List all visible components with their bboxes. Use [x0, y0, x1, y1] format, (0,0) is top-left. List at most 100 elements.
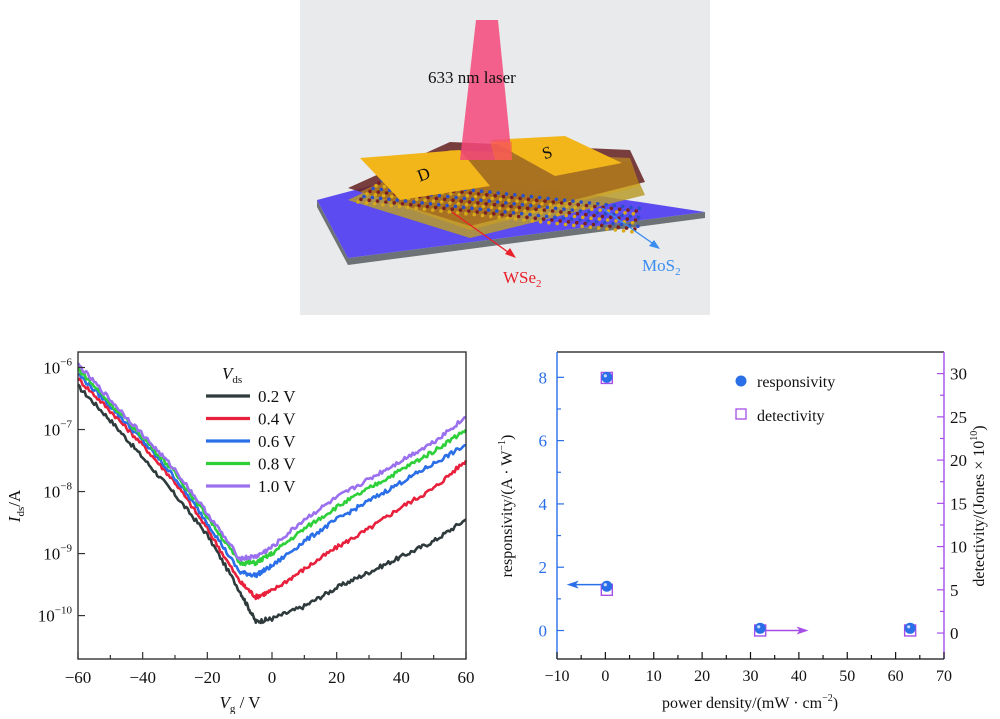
lattice-atom [384, 200, 388, 204]
lattice-atom [518, 196, 522, 201]
x-tick-label: 10 [646, 668, 662, 685]
lattice-atom [576, 202, 580, 207]
lattice-atom [602, 220, 607, 225]
lattice-atom [487, 199, 491, 203]
lattice-atom [587, 210, 591, 214]
lattice-atom [483, 211, 488, 215]
lattice-atom [534, 198, 539, 202]
left-y-tick-label: 2 [539, 558, 548, 577]
right-y-tick-label: 20 [950, 451, 967, 470]
lattice-atom [581, 206, 586, 211]
x-tick-label: −10 [544, 668, 569, 685]
legend-label: 1.0 V [258, 477, 296, 496]
lattice-atom [485, 193, 489, 197]
lattice-atom [470, 197, 475, 202]
lattice-atom [437, 193, 442, 198]
left-y-tick-label: 4 [539, 495, 548, 514]
lattice-atom [472, 212, 476, 217]
lattice-atom [614, 219, 618, 223]
right-y-tick-label: 15 [950, 494, 967, 513]
lattice-atom [561, 216, 565, 220]
lattice-atom [572, 214, 577, 219]
y-tick-label: 10−6 [43, 357, 72, 378]
legend-label: 0.4 V [258, 410, 296, 429]
lattice-atom [620, 213, 624, 218]
lattice-atom [536, 213, 541, 218]
lattice-atom [547, 220, 551, 225]
lattice-atom [377, 181, 381, 185]
lattice-atom [550, 209, 555, 213]
lattice-atom [425, 204, 430, 209]
lattice-atom [395, 198, 399, 202]
lattice-atom [460, 190, 464, 194]
lattice-atom [597, 217, 602, 221]
lattice-atom [372, 202, 377, 206]
lattice-atom [631, 211, 636, 216]
lattice-atom [594, 220, 599, 224]
lattice-atom [600, 214, 605, 219]
lattice-atom [579, 200, 583, 204]
lattice-atom [359, 197, 363, 202]
lattice-atom [504, 201, 508, 205]
lattice-atom [538, 220, 543, 224]
lattice-atom [501, 203, 505, 208]
lattice-atom [520, 202, 525, 207]
mos2-arrow [601, 207, 656, 246]
lattice-atom [412, 200, 416, 204]
legend-label: 0.8 V [258, 455, 296, 474]
lattice-atom [431, 199, 436, 203]
lattice-atom [516, 214, 521, 219]
series-line-04V [77, 377, 468, 601]
device-schematic: 633 nm laser D S WSe2 MoS2 [300, 0, 710, 315]
series-line-08V [77, 367, 468, 567]
lattice-atom [397, 204, 402, 209]
lattice-atom [547, 211, 552, 216]
lattice-atom [626, 208, 630, 212]
wse2-arrow [451, 211, 513, 256]
right-y-axis-ticks: 0 5 10 15 20 25 30 [937, 365, 967, 643]
lattice-atom [430, 208, 435, 212]
left-y-tick-label: 6 [539, 432, 548, 451]
legend-title: Vds [222, 364, 242, 386]
lattice-atom [571, 199, 575, 203]
lattice-atom [445, 194, 450, 199]
x-tick-label: −60 [65, 668, 92, 687]
lattice-atom [374, 184, 378, 188]
lattice-atom [555, 221, 559, 226]
responsivity-point [601, 580, 613, 592]
x-tick-label: 0 [601, 668, 609, 685]
lattice-atom [531, 201, 536, 205]
lattice-atom [495, 209, 499, 213]
lattice-atom [370, 195, 375, 200]
lattice-atom [436, 202, 441, 207]
lattice-atom [376, 190, 381, 194]
lattice-atom [498, 206, 502, 211]
lattice-atom [581, 215, 585, 220]
lattice-atom [392, 201, 396, 205]
lattice-atom [497, 215, 501, 220]
lattice-atom [464, 211, 468, 216]
lattice-atom [406, 205, 410, 210]
lattice-atom [400, 202, 405, 206]
lattice-atom [356, 200, 360, 204]
lattice-atom [451, 198, 455, 202]
lattice-atom [473, 203, 477, 208]
lattice-atom [423, 198, 427, 202]
lattice-atom [468, 191, 473, 195]
lattice-atom [458, 208, 463, 212]
lattice-atom [470, 206, 474, 211]
lattice-atom [476, 201, 480, 205]
lattice-atom [570, 208, 574, 212]
lattice-atom [464, 202, 469, 207]
data-points [600, 371, 917, 637]
lattice-atom [586, 219, 590, 223]
lattice-atom [630, 220, 635, 225]
y-tick-label: 10−10 [38, 605, 73, 626]
lattice-atom [637, 206, 642, 211]
lattice-atom [554, 197, 559, 202]
lattice-atom [526, 197, 531, 202]
lattice-atom [448, 201, 452, 205]
lattice-atom [422, 207, 427, 211]
responsivity-detectivity-svg: −10 0 10 20 30 40 50 60 70 0 2 4 6 8 0 5 10 15 20 25 30 po… [497, 351, 988, 712]
lattice-atom [489, 205, 494, 210]
